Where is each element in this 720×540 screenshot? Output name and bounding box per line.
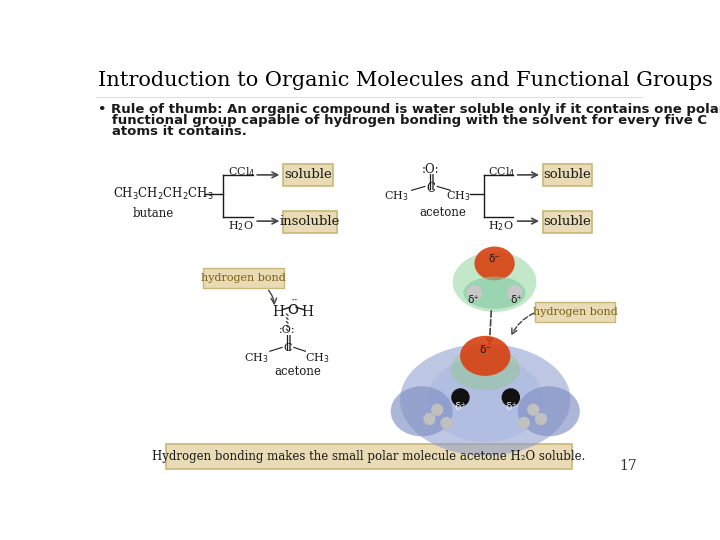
- Text: C: C: [284, 343, 292, 353]
- Text: soluble: soluble: [284, 168, 332, 181]
- Text: acetone: acetone: [419, 206, 467, 219]
- Circle shape: [508, 286, 522, 300]
- Circle shape: [452, 389, 469, 406]
- FancyBboxPatch shape: [203, 268, 284, 288]
- Ellipse shape: [391, 386, 453, 436]
- Circle shape: [467, 286, 482, 300]
- Text: soluble: soluble: [544, 168, 591, 181]
- Text: H$_2$O: H$_2$O: [228, 219, 253, 233]
- Text: δ⁺: δ⁺: [454, 402, 467, 411]
- Text: H: H: [272, 305, 284, 319]
- Circle shape: [503, 389, 519, 406]
- Text: acetone: acetone: [274, 365, 321, 378]
- Text: hydrogen bond: hydrogen bond: [533, 307, 618, 317]
- Circle shape: [424, 414, 435, 424]
- Ellipse shape: [474, 247, 515, 280]
- Text: CH$_3$: CH$_3$: [384, 190, 408, 204]
- FancyBboxPatch shape: [543, 211, 593, 233]
- Text: CH$_3$: CH$_3$: [305, 351, 329, 365]
- Text: Hydrogen bonding makes the small polar molecule acetone H₂O soluble.: Hydrogen bonding makes the small polar m…: [153, 450, 585, 463]
- FancyBboxPatch shape: [283, 164, 333, 186]
- Ellipse shape: [464, 276, 526, 309]
- Text: insoluble: insoluble: [280, 215, 341, 228]
- Text: butane: butane: [132, 207, 174, 220]
- FancyBboxPatch shape: [283, 211, 337, 233]
- Text: C: C: [426, 182, 436, 195]
- Ellipse shape: [451, 348, 520, 390]
- Text: hydrogen bond: hydrogen bond: [201, 273, 286, 283]
- Text: H$_2$O: H$_2$O: [488, 219, 514, 233]
- Text: 17: 17: [619, 459, 637, 473]
- Circle shape: [536, 414, 546, 424]
- Text: CH$_3$CH$_2$CH$_2$CH$_3$: CH$_3$CH$_2$CH$_2$CH$_3$: [113, 186, 214, 202]
- Ellipse shape: [400, 344, 570, 456]
- Circle shape: [518, 417, 529, 428]
- Text: Introduction to Organic Molecules and Functional Groups: Introduction to Organic Molecules and Fu…: [98, 71, 713, 90]
- Text: δ⁺: δ⁺: [467, 295, 479, 305]
- Text: δ⁺: δ⁺: [505, 402, 517, 411]
- Ellipse shape: [518, 386, 580, 436]
- Text: δ⁻: δ⁻: [480, 345, 491, 355]
- Ellipse shape: [427, 357, 544, 442]
- Text: ‖: ‖: [427, 174, 435, 190]
- Circle shape: [528, 404, 539, 415]
- Text: CH$_3$: CH$_3$: [244, 351, 269, 365]
- Text: CCl$_4$: CCl$_4$: [488, 165, 516, 179]
- Text: :O:: :O:: [279, 325, 296, 335]
- Text: soluble: soluble: [544, 215, 591, 228]
- Text: ‖: ‖: [284, 335, 292, 351]
- Text: :O:: :O:: [422, 164, 440, 177]
- Text: atoms it contains.: atoms it contains.: [98, 125, 247, 138]
- FancyBboxPatch shape: [543, 164, 593, 186]
- Text: $\ddot{\mathrm{O}}$: $\ddot{\mathrm{O}}$: [287, 300, 299, 319]
- FancyBboxPatch shape: [166, 444, 572, 469]
- FancyBboxPatch shape: [535, 302, 616, 322]
- Text: δ⁺: δ⁺: [510, 295, 522, 305]
- Ellipse shape: [453, 252, 536, 312]
- Circle shape: [441, 417, 452, 428]
- Text: • Rule of thumb: An organic compound is water soluble only if it contains one po: • Rule of thumb: An organic compound is …: [98, 103, 720, 116]
- Text: H: H: [302, 305, 314, 319]
- Ellipse shape: [460, 336, 510, 376]
- Text: CH$_3$: CH$_3$: [446, 190, 470, 204]
- Text: functional group capable of hydrogen bonding with the solvent for every five C: functional group capable of hydrogen bon…: [98, 114, 707, 127]
- Circle shape: [432, 404, 443, 415]
- Text: δ⁻: δ⁻: [489, 254, 500, 264]
- Text: CCl$_4$: CCl$_4$: [228, 165, 255, 179]
